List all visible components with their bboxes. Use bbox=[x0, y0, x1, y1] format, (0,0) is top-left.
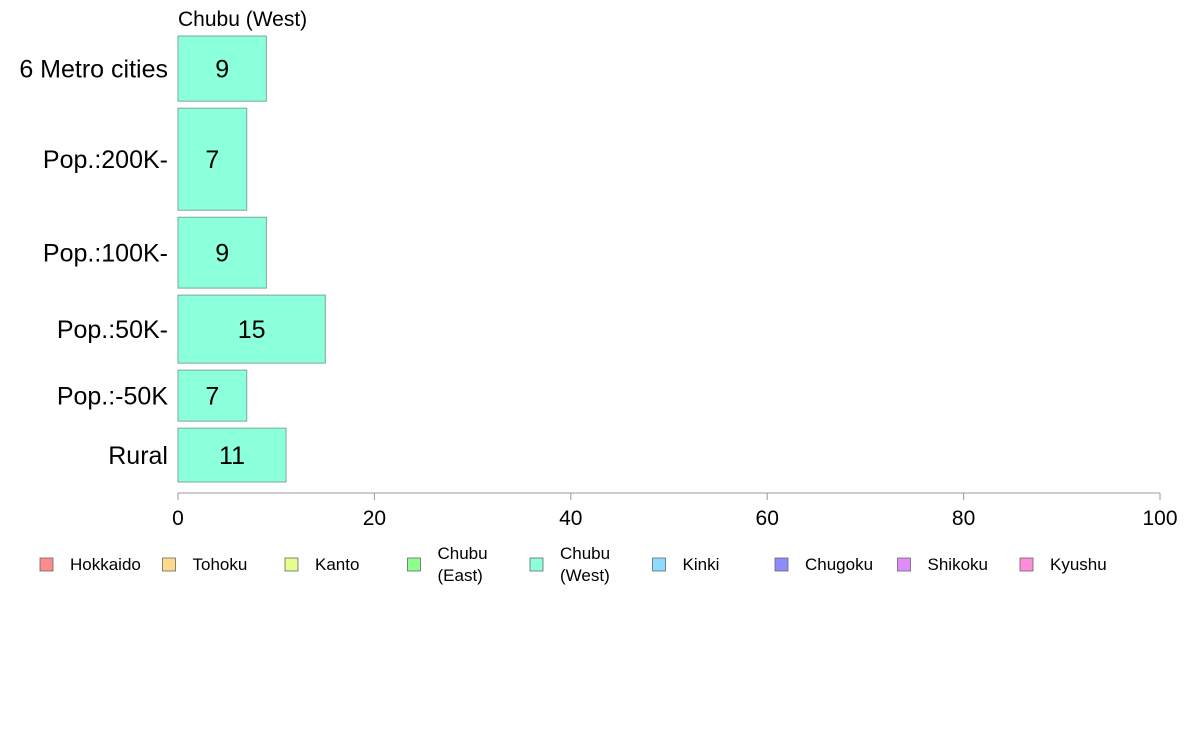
legend-item: Kanto bbox=[284, 555, 359, 574]
chart-title: Chubu (West) bbox=[178, 8, 307, 31]
category-label: Pop.:50K- bbox=[57, 316, 168, 344]
bar-value-label: 15 bbox=[238, 316, 266, 344]
legend-item: Kyushu bbox=[1019, 555, 1107, 574]
legend-label: Tohoku bbox=[193, 555, 248, 574]
legend-label: Chubu bbox=[438, 544, 488, 563]
legend-item: Chugoku bbox=[774, 555, 873, 574]
legend-label: Shikoku bbox=[928, 555, 988, 574]
legend-swatch bbox=[652, 557, 666, 572]
bar-5 bbox=[177, 369, 248, 422]
legend: Hokkaido Tohoku Kanto Chubu (East) Chubu (West… bbox=[39, 544, 1107, 585]
legend-item: Chubu (West) bbox=[529, 544, 610, 585]
category-label: 6 Metro cities bbox=[19, 56, 168, 84]
category-label: Pop.:100K- bbox=[43, 240, 168, 268]
bar-3 bbox=[177, 216, 267, 289]
bar-4 bbox=[177, 294, 326, 364]
legend-item: Tohoku bbox=[162, 555, 248, 574]
x-tick-label: 100 bbox=[1142, 507, 1177, 530]
x-tick-label: 0 bbox=[172, 507, 184, 530]
bar-value-label: 7 bbox=[205, 383, 219, 411]
x-tick-label: 60 bbox=[756, 507, 779, 530]
bar-2 bbox=[177, 107, 248, 211]
bar-value-label: 9 bbox=[215, 56, 229, 84]
legend-swatch bbox=[407, 557, 421, 572]
legend-item: Hokkaido bbox=[39, 555, 141, 574]
legend-swatch bbox=[774, 557, 789, 572]
legend-swatch bbox=[162, 557, 176, 572]
category-label: Pop.:200K- bbox=[43, 146, 168, 174]
legend-label: (West) bbox=[560, 566, 610, 585]
bar-1 bbox=[177, 35, 267, 102]
legend-label: Kyushu bbox=[1050, 555, 1107, 574]
legend-item: Kinki bbox=[652, 555, 720, 574]
x-tick-label: 80 bbox=[952, 507, 975, 530]
legend-label: Chugoku bbox=[805, 555, 873, 574]
legend-swatch bbox=[529, 557, 544, 572]
legend-swatch bbox=[897, 557, 911, 572]
legend-label: Chubu bbox=[560, 544, 610, 563]
bar-value-label: 7 bbox=[205, 146, 219, 174]
x-axis: 0 20 40 60 80 100 bbox=[172, 492, 1178, 530]
legend-swatch bbox=[284, 557, 299, 572]
bar-6 bbox=[177, 427, 287, 483]
category-label: Rural bbox=[108, 442, 168, 470]
legend-item: Shikoku bbox=[897, 555, 988, 574]
legend-swatch bbox=[1019, 557, 1034, 572]
bars-group: 9 7 9 15 7 11 bbox=[177, 35, 326, 483]
category-label: Pop.:-50K bbox=[57, 383, 169, 411]
legend-item: Chubu (East) bbox=[407, 544, 488, 585]
category-labels: 6 Metro cities Pop.:200K- Pop.:100K- Pop.:5… bbox=[19, 56, 168, 470]
legend-label: Kanto bbox=[315, 555, 359, 574]
legend-label: Hokkaido bbox=[70, 555, 141, 574]
x-tick-label: 40 bbox=[559, 507, 582, 530]
legend-swatch bbox=[39, 557, 54, 572]
x-tick-label: 20 bbox=[363, 507, 386, 530]
legend-label: Kinki bbox=[683, 555, 720, 574]
bar-value-label: 11 bbox=[219, 442, 245, 470]
bar-value-label: 9 bbox=[215, 240, 229, 268]
legend-label: (East) bbox=[438, 566, 483, 585]
